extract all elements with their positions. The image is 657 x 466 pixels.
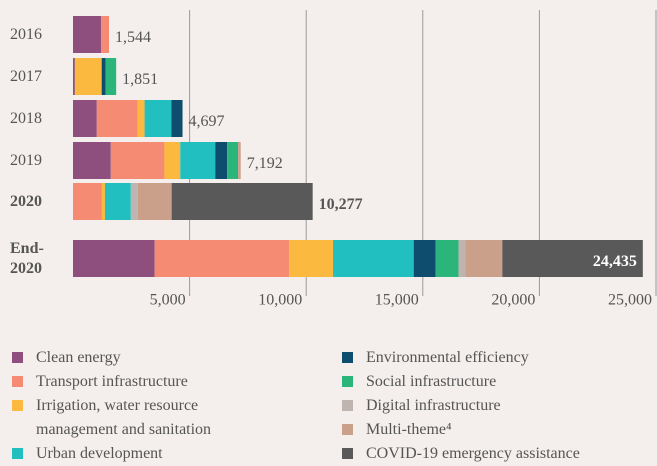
bar-segment: [502, 240, 643, 277]
legend-label: Transport infrastructure: [36, 373, 188, 390]
bar-segment: [105, 58, 117, 95]
legend-label: Irrigation, water resource management an…: [36, 397, 212, 438]
bar-segment: [96, 100, 138, 137]
legend-label: Social infrastructure: [366, 373, 497, 390]
category-label: 2019: [10, 151, 42, 169]
total-label: 7,192: [247, 155, 283, 172]
bar-segment: [144, 100, 172, 137]
category-label: 2020: [10, 192, 42, 210]
total-label: 10,277: [319, 196, 363, 213]
bar-segment: [104, 183, 131, 220]
x-tick-label: 20,000: [491, 292, 535, 309]
bar-segment: [137, 100, 145, 137]
bar-segment: [227, 142, 239, 179]
total-label: 1,851: [122, 71, 158, 88]
chart: 5,000 10,000 15,000 20,000 25,000 1,544 1,851 4…: [73, 10, 657, 309]
category-label: End-2020: [10, 239, 44, 277]
legend-swatch: [342, 400, 353, 411]
bar-segment: [110, 142, 165, 179]
legend-item: Clean energy: [12, 346, 282, 370]
legend-item: COVID-19 emergency assistance: [342, 442, 612, 466]
bar-segment: [74, 58, 102, 95]
legend-item: Urban development: [12, 442, 282, 466]
bar-segment: [101, 183, 105, 220]
category-label: 2017: [10, 67, 42, 85]
x-tick-label: 25,000: [608, 292, 652, 309]
bar-segment: [238, 142, 241, 179]
bar-segment: [137, 183, 172, 220]
x-tick-label: 15,000: [375, 292, 419, 309]
legend-item: Social infrastructure: [342, 370, 612, 394]
bar-segment: [435, 240, 459, 277]
legend-item: Digital infrastructure: [342, 394, 612, 418]
bar-segment: [164, 142, 181, 179]
legend-swatch: [342, 424, 353, 435]
x-tick-label: 10,000: [258, 292, 302, 309]
total-label: 24,435: [593, 253, 637, 270]
legend-swatch: [12, 376, 23, 387]
bar-segment: [73, 16, 101, 53]
bar-segment: [73, 142, 111, 179]
legend-item: Transport infrastructure: [12, 370, 282, 394]
bar-segment: [100, 16, 110, 53]
category-label: 2018: [10, 109, 42, 127]
bar-segment: [73, 183, 102, 220]
legend-label: Urban development: [36, 445, 163, 462]
bar-segment: [465, 240, 503, 277]
bar-segment: [458, 240, 466, 277]
bar-segment: [171, 183, 313, 220]
bar-segment: [101, 58, 106, 95]
bar-segment: [180, 142, 216, 179]
total-label: 4,697: [189, 113, 225, 130]
legend-label: Clean energy: [36, 349, 121, 366]
legend-swatch: [342, 376, 353, 387]
bar-segment: [289, 240, 334, 277]
total-label: 1,544: [115, 29, 151, 46]
legend-item: Multi-theme⁴: [342, 418, 612, 442]
legend-label: COVID-19 emergency assistance: [366, 445, 580, 462]
bar-segment: [215, 142, 228, 179]
bar-segment: [73, 100, 97, 137]
legend-item: Environmental efficiency: [342, 346, 612, 370]
legend-swatch: [12, 400, 23, 411]
legend-label: Digital infrastructure: [366, 397, 501, 414]
legend-swatch: [12, 448, 23, 459]
bar-segment: [154, 240, 290, 277]
bar-segment: [413, 240, 436, 277]
bar-segment: [73, 240, 155, 277]
legend-item: Irrigation, water resource management an…: [12, 394, 282, 442]
legend-label: Multi-theme⁴: [366, 421, 452, 438]
bar-segment: [73, 58, 75, 95]
x-tick-label: 5,000: [150, 292, 186, 309]
category-label: 2016: [10, 25, 42, 43]
bar-segment: [130, 183, 138, 220]
legend-swatch: [12, 352, 23, 363]
legend-swatch: [342, 448, 353, 459]
bar-segment: [333, 240, 414, 277]
legend-swatch: [342, 352, 353, 363]
legend-label: Environmental efficiency: [366, 349, 529, 366]
bar-segment: [171, 100, 183, 137]
